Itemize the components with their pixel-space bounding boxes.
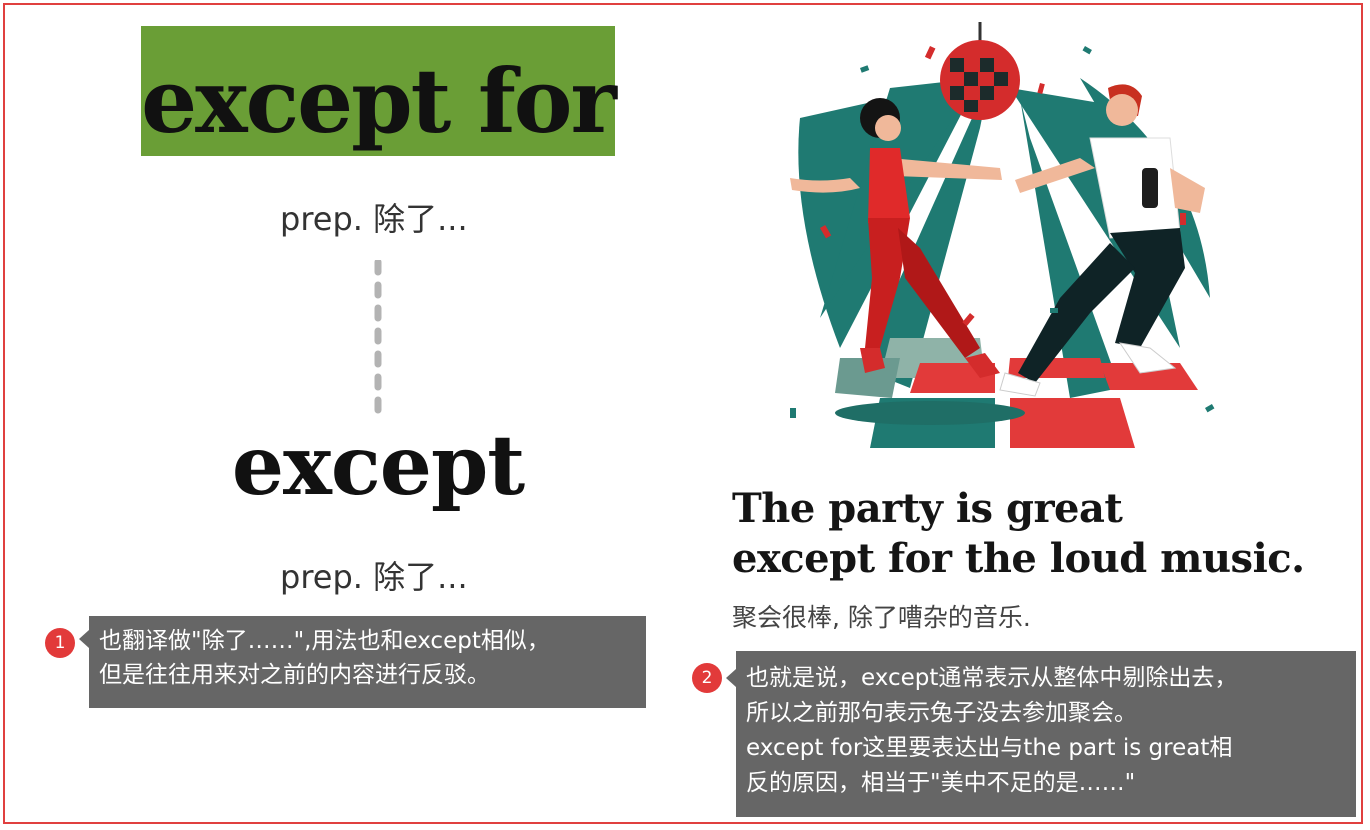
note-badge-1: 1: [45, 628, 75, 658]
note-line: 也就是说，except通常表示从整体中剔除出去，: [746, 665, 1238, 691]
sentence-line: except for the loud music.: [732, 535, 1305, 582]
party-dance-illustration: [790, 22, 1215, 448]
note-callout-2: 也就是说，except通常表示从整体中剔除出去， 所以之前那句表示兔子没去参加聚…: [726, 651, 1356, 817]
example-sentence: The party is great except for the loud m…: [732, 484, 1305, 584]
word-part-of-speech: prep. 除了...: [280, 558, 468, 596]
callout-pointer: [726, 669, 736, 687]
note-line: except for这里要表达出与the part is great相: [746, 735, 1233, 761]
note-callout-1: 也翻译做"除了……",用法也和except相似， 但是往往用来对之前的内容进行反…: [79, 616, 646, 708]
sentence-translation: 聚会很棒, 除了嘈杂的音乐.: [732, 603, 1031, 632]
note-line: 反的原因，相当于"美中不足的是……": [746, 770, 1136, 796]
note-badge-2: 2: [692, 663, 722, 693]
phrase-highlight: [141, 26, 615, 156]
sentence-line: The party is great: [732, 485, 1123, 532]
callout-pointer: [79, 630, 89, 648]
phrase-part-of-speech: prep. 除了...: [280, 200, 468, 238]
slide-frame: [3, 3, 1363, 824]
dashed-connector: [374, 260, 382, 422]
phrase-title: except for: [141, 49, 617, 153]
word-title: except: [231, 418, 525, 514]
note-line: 所以之前那句表示兔子没去参加聚会。: [746, 700, 1137, 726]
note-line: 但是往往用来对之前的内容进行反驳。: [99, 662, 490, 688]
note-line: 也翻译做"除了……",用法也和except相似，: [99, 628, 550, 654]
